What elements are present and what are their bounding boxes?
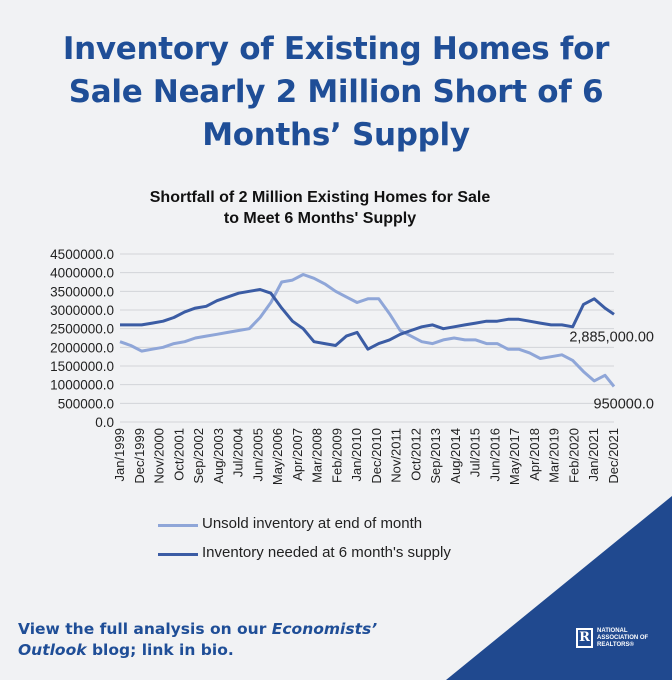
x-tick-label: Aug/2014 (448, 428, 463, 484)
headline-line-1: Inventory of Existing Homes for (62, 31, 610, 67)
x-tick-label: Mar/2008 (310, 428, 325, 483)
y-tick-label: 1000000.0 (50, 378, 114, 393)
data-label: 2,885,000.00 (569, 329, 654, 345)
realtor-r-icon: R (576, 628, 593, 648)
legend-label-unsold: Unsold inventory at end of month (202, 515, 423, 532)
x-tick-label: Nov/2000 (152, 428, 167, 484)
x-tick-label: Feb/2009 (329, 428, 344, 483)
y-tick-label: 2500000.0 (50, 322, 114, 337)
y-tick-label: 3000000.0 (50, 303, 114, 318)
x-tick-label: Jun/2016 (487, 428, 502, 482)
footer-text-emphasis-2: Outlook (18, 641, 87, 659)
chart-title-line-2: to Meet 6 Months' Supply (223, 210, 417, 227)
x-tick-label: Jan/2010 (349, 428, 364, 482)
headline-line-2: Sale Nearly 2 Million Short of 6 (68, 74, 604, 110)
series-line-needed (120, 288, 615, 351)
x-tick-label: Jan/2021 (586, 428, 601, 482)
logo-text: NATIONAL ASSOCIATION OF REALTORS® (597, 628, 649, 648)
footer-text-part-1: View the full analysis on our (18, 620, 272, 638)
headline-line-3: Months’ Supply (202, 117, 470, 153)
series-line-unsold (119, 273, 616, 388)
x-tick-label: Jul/2004 (231, 428, 246, 477)
data-label: 950000.0 (594, 397, 654, 413)
x-tick-label: Nov/2011 (389, 428, 404, 483)
x-tick-label: Oct/2001 (171, 428, 186, 481)
x-tick-label: Jun/2005 (250, 428, 265, 482)
legend-swatch-unsold (158, 524, 198, 527)
x-tick-label: Jan/1999 (112, 428, 127, 482)
footer-text-part-2: blog; link in bio. (86, 641, 234, 659)
y-tick-label: 0.0 (95, 415, 114, 430)
footer-text: View the full analysis on our Economists… (18, 619, 438, 661)
x-tick-label: Mar/2019 (547, 428, 562, 483)
x-tick-label: May/2006 (270, 428, 285, 485)
footer-text-emphasis-1: Economists’ (271, 620, 378, 638)
y-tick-label: 2000000.0 (50, 340, 114, 355)
x-tick-label: Dec/2010 (369, 428, 384, 484)
x-tick-label: Aug/2003 (211, 428, 226, 484)
y-tick-label: 1500000.0 (50, 359, 114, 374)
x-tick-label: Jul/2015 (468, 428, 483, 477)
x-tick-label: Apr/2018 (527, 428, 542, 481)
y-tick-label: 4500000.0 (50, 247, 114, 262)
headline: Inventory of Existing Homes for Sale Nea… (0, 28, 672, 157)
x-tick-label: Apr/2007 (290, 428, 305, 481)
nar-logo: R NATIONAL ASSOCIATION OF REALTORS® (576, 628, 668, 664)
x-tick-label: Feb/2020 (566, 428, 581, 483)
x-tick-label: Dec/1999 (132, 428, 147, 484)
chart-title-line-1: Shortfall of 2 Million Existing Homes fo… (149, 189, 491, 206)
x-tick-label: Sep/2013 (428, 428, 443, 484)
y-tick-label: 4000000.0 (50, 266, 114, 281)
legend-swatch-needed (158, 553, 198, 556)
y-tick-label: 3500000.0 (50, 284, 114, 299)
x-tick-label: Dec/2021 (606, 428, 621, 484)
chart-title: Shortfall of 2 Million Existing Homes fo… (0, 187, 640, 229)
y-tick-label: 500000.0 (58, 396, 114, 411)
legend-label-needed: Inventory needed at 6 month's supply (202, 544, 451, 561)
x-tick-label: Sep/2002 (191, 428, 206, 484)
x-tick-label: Oct/2012 (408, 428, 423, 481)
x-tick-label: May/2017 (507, 428, 522, 485)
